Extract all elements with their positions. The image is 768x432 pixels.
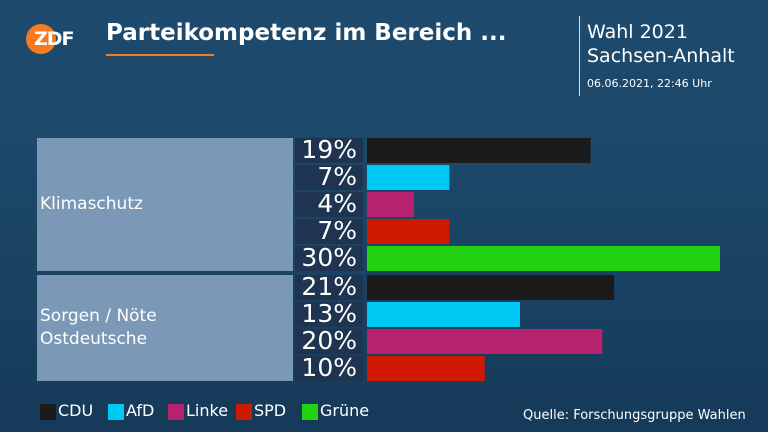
legend-label: CDU [58, 401, 94, 420]
category-label-line: Klimaschutz [40, 194, 143, 214]
bar-cdu [367, 275, 615, 300]
bar-cdu [367, 138, 591, 163]
election-name: Wahl 2021 [587, 21, 688, 43]
bar-linke [367, 329, 603, 354]
value-label-cell: 21% [295, 272, 363, 301]
category-label-line: Ostdeutsche [40, 329, 148, 349]
data-label: 4% [317, 189, 357, 218]
legend-label: SPD [254, 401, 287, 420]
legend-swatch [168, 404, 184, 420]
legend-label: AfD [126, 401, 155, 420]
value-label-cell: 19% [295, 135, 363, 164]
value-label-cell: 7% [295, 216, 363, 245]
value-label-cell: 10% [295, 353, 363, 382]
value-label-cell: 20% [295, 326, 363, 355]
bar-grne [367, 246, 720, 271]
data-label: 13% [301, 299, 357, 328]
source-note: Quelle: Forschungsgruppe Wahlen [523, 408, 746, 423]
title-underline [106, 54, 214, 56]
logo-circle-icon [26, 24, 56, 54]
election-info: Wahl 2021 Sachsen-Anhalt [587, 20, 735, 68]
value-label-cell: 13% [295, 299, 363, 328]
category-panel: Klimaschutz [37, 138, 293, 271]
bar-spd [367, 219, 450, 244]
data-label: 30% [301, 243, 357, 272]
legend-swatch [236, 404, 252, 420]
zdf-logo: ZDF [26, 22, 86, 56]
data-label: 20% [301, 326, 357, 355]
legend-swatch [40, 404, 56, 420]
bar-spd [367, 356, 485, 381]
value-label-cell: 30% [295, 243, 363, 272]
data-label: 19% [301, 135, 357, 164]
bar-afd [367, 302, 520, 327]
category-label: Sorgen / Nöte Ostdeutsche [40, 305, 157, 351]
category-label-line: Sorgen / Nöte [40, 306, 157, 326]
legend-label: Grüne [320, 401, 370, 420]
legend-swatch [108, 404, 124, 420]
value-label-cell: 4% [295, 189, 363, 218]
bar-linke [367, 192, 415, 217]
data-label: 7% [317, 216, 357, 245]
data-label: 10% [301, 353, 357, 382]
data-label: 7% [317, 162, 357, 191]
data-label: 21% [301, 272, 357, 301]
legend-swatch [302, 404, 318, 420]
timestamp: 06.06.2021, 22:46 Uhr [587, 77, 712, 90]
bar-afd [367, 165, 450, 190]
value-label-cell: 7% [295, 162, 363, 191]
category-label: Klimaschutz [40, 193, 143, 216]
category-panel: Sorgen / Nöte Ostdeutsche [37, 275, 293, 381]
page-title: Parteikompetenz im Bereich ... [106, 20, 507, 46]
election-region: Sachsen-Anhalt [587, 45, 735, 67]
logo-text: ZDF [34, 28, 75, 50]
header-divider [579, 16, 580, 96]
legend-label: Linke [186, 401, 229, 420]
